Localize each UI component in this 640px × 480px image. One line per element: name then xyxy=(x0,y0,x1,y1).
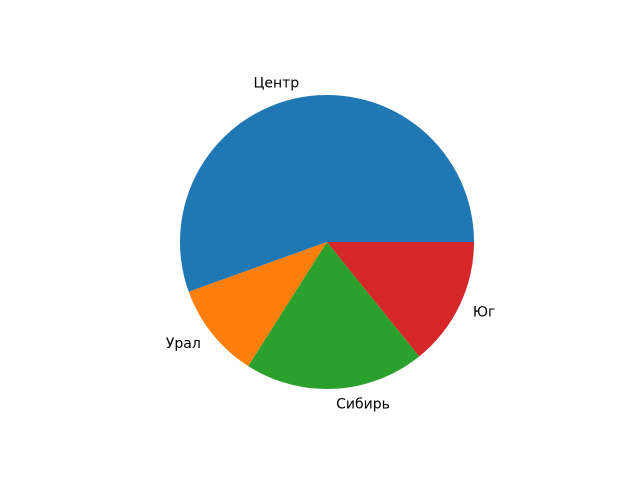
slice-label-center: Центр xyxy=(254,76,300,92)
pie-slice-siberia xyxy=(248,242,420,390)
slice-label-south: Юг xyxy=(473,305,495,321)
slice-label-ural: Урал xyxy=(166,336,201,352)
pie-slice-ural xyxy=(188,242,327,367)
slice-label-siberia: Сибирь xyxy=(336,396,390,412)
pie-slice-center xyxy=(179,94,474,292)
pie-slice-south xyxy=(327,242,474,357)
